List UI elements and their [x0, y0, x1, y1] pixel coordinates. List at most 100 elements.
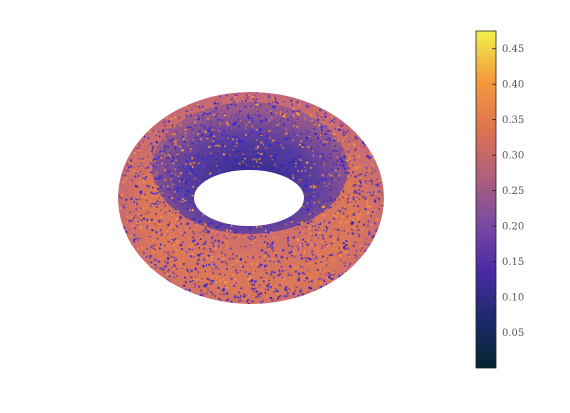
- surface-speckle: [305, 130, 307, 132]
- surface-speckle: [366, 206, 369, 208]
- surface-speckle: [281, 117, 284, 119]
- surface-speckle: [247, 236, 249, 239]
- surface-speckle: [257, 152, 260, 155]
- surface-speckle: [209, 122, 212, 124]
- surface-speckle: [121, 174, 124, 177]
- surface-speckle: [274, 163, 276, 166]
- surface-speckle: [260, 141, 263, 144]
- surface-speckle: [320, 261, 323, 263]
- surface-speckle: [251, 300, 254, 303]
- surface-speckle: [318, 223, 320, 225]
- surface-speckle: [244, 138, 247, 141]
- surface-speckle: [316, 256, 318, 260]
- surface-speckle: [204, 130, 207, 134]
- surface-speckle: [291, 181, 294, 183]
- surface-speckle: [353, 175, 357, 178]
- surface-speckle: [156, 225, 158, 227]
- surface-speckle: [202, 130, 204, 132]
- surface-speckle: [345, 178, 348, 180]
- surface-speckle: [255, 128, 258, 131]
- surface-speckle: [154, 160, 157, 163]
- surface-speckle: [380, 203, 383, 206]
- surface-speckle: [331, 122, 334, 125]
- surface-speckle: [264, 251, 267, 254]
- surface-speckle: [277, 184, 279, 187]
- surface-speckle: [204, 270, 207, 273]
- surface-speckle: [262, 217, 265, 219]
- surface-speckle: [348, 140, 350, 144]
- surface-speckle: [189, 157, 191, 159]
- surface-speckle: [327, 207, 330, 209]
- surface-speckle: [238, 291, 241, 294]
- surface-speckle: [158, 175, 161, 179]
- surface-speckle: [257, 265, 261, 268]
- surface-speckle: [323, 245, 326, 247]
- surface-speckle: [247, 303, 250, 306]
- surface-speckle: [129, 155, 133, 157]
- surface-speckle: [191, 165, 194, 168]
- surface-speckle: [279, 284, 281, 287]
- surface-speckle: [250, 235, 253, 237]
- surface-speckle: [313, 127, 316, 130]
- surface-speckle: [176, 225, 179, 228]
- surface-speckle: [286, 236, 290, 240]
- surface-speckle: [120, 197, 123, 200]
- surface-speckle: [148, 130, 151, 133]
- surface-speckle: [156, 171, 158, 174]
- surface-speckle: [339, 157, 342, 160]
- surface-speckle: [210, 259, 214, 261]
- surface-speckle: [270, 273, 273, 276]
- surface-speckle: [254, 183, 256, 185]
- surface-speckle: [381, 216, 384, 218]
- surface-speckle: [260, 235, 263, 238]
- surface-speckle: [348, 242, 351, 246]
- surface-speckle: [287, 180, 289, 183]
- surface-speckle: [275, 177, 278, 179]
- surface-speckle: [244, 142, 247, 145]
- surface-speckle: [328, 137, 331, 139]
- surface-speckle: [320, 286, 322, 289]
- surface-speckle: [288, 238, 291, 240]
- surface-speckle: [224, 145, 226, 147]
- surface-speckle: [312, 154, 314, 158]
- surface-speckle: [316, 249, 318, 251]
- surface-speckle: [348, 157, 351, 160]
- surface-speckle: [322, 200, 325, 203]
- surface-speckle: [214, 280, 216, 283]
- surface-speckle: [178, 259, 180, 261]
- surface-speckle: [220, 102, 222, 104]
- colorbar-tick-label: 0.20: [502, 222, 524, 233]
- colorbar: 0.050.100.150.200.250.300.350.400.45: [475, 30, 524, 369]
- surface-speckle: [247, 256, 249, 258]
- surface-speckle: [240, 245, 242, 248]
- surface-speckle: [338, 178, 340, 181]
- surface-speckle: [208, 279, 211, 282]
- surface-speckle: [234, 205, 236, 209]
- surface-speckle: [229, 257, 231, 260]
- surface-speckle: [155, 194, 158, 197]
- surface-speckle: [328, 112, 331, 114]
- surface-speckle: [375, 230, 378, 232]
- surface-speckle: [285, 218, 288, 220]
- surface-speckle: [159, 220, 161, 223]
- surface-speckle: [343, 205, 345, 208]
- surface-speckle: [280, 278, 282, 280]
- surface-speckle: [320, 188, 323, 191]
- surface-speckle: [344, 229, 348, 232]
- surface-speckle: [190, 162, 193, 165]
- surface-speckle: [310, 115, 313, 118]
- surface-speckle: [323, 182, 326, 184]
- surface-speckle: [299, 141, 303, 143]
- surface-speckle: [164, 154, 166, 157]
- surface-speckle: [288, 252, 291, 254]
- surface-speckle: [293, 167, 296, 169]
- surface-speckle: [292, 101, 295, 103]
- surface-speckle: [194, 217, 197, 220]
- surface-speckle: [250, 132, 253, 134]
- surface-speckle: [310, 240, 313, 242]
- surface-speckle: [371, 153, 374, 155]
- surface-speckle: [264, 118, 268, 121]
- surface-speckle: [293, 158, 296, 160]
- surface-speckle: [291, 289, 294, 291]
- surface-speckle: [125, 198, 128, 201]
